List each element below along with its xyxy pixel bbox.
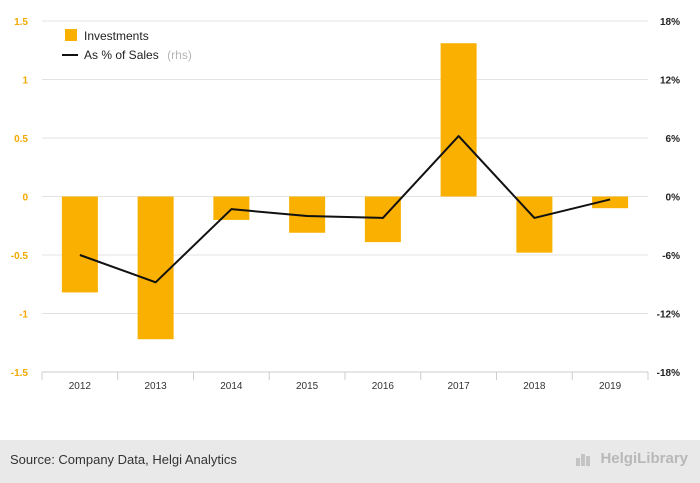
x-tick-label: 2013 [145,381,168,392]
x-tick-label: 2015 [296,381,319,392]
right-axis-ticks: 18% 12% 6% 0% -6% -12% -18% [657,17,680,379]
left-tick-label: 1 [22,76,28,87]
sales-percent-polyline [79,135,611,284]
x-tick-label: 2019 [599,381,622,392]
library-icon [576,452,594,466]
bar-2013 [137,196,174,340]
investment-bars [61,43,629,340]
x-tick-label: 2017 [448,381,471,392]
legend: Investments As % of Sales (rhs) [62,29,192,63]
x-tick-label: 2014 [220,381,243,392]
right-tick-label: -18% [657,368,680,379]
right-tick-label: -6% [662,251,680,262]
left-tick-label: 1.5 [14,17,28,28]
source-note: Source: Company Data, Helgi Analytics [10,452,237,467]
gridlines [42,20,648,373]
helgi-library-logo: HelgiLibrary [576,450,688,467]
left-tick-label: -1.5 [11,368,29,379]
x-tick-label: 2018 [523,381,546,392]
right-tick-label: 18% [660,17,680,28]
logo-text: HelgiLibrary [600,450,688,467]
right-tick-label: 12% [660,76,680,87]
right-tick-label: 0% [666,193,681,204]
left-tick-label: 0.5 [14,134,28,145]
bar-2019 [592,196,629,209]
left-tick-label: 0 [22,193,28,204]
left-axis-ticks: 1.5 1 0.5 0 -0.5 -1 -1.5 [11,17,29,379]
right-tick-label: 6% [666,134,681,145]
left-tick-label: -0.5 [11,251,29,262]
sales-percent-line [79,135,611,284]
left-tick-label: -1 [19,310,28,321]
chart: 1.5 1 0.5 0 -0.5 -1 -1.5 18% 12% 6% 0% -6% -12% -18%… [11,17,680,392]
legend-label-sales: As % of Sales (rhs) [84,46,192,63]
bar-2017 [440,43,477,197]
x-axis: 2012 2013 2014 2015 2016 2017 2018 2019 [41,371,649,392]
x-tick-label: 2012 [69,381,92,392]
footer: Source: Company Data, Helgi Analytics He… [0,440,700,483]
x-tick-label: 2016 [372,381,395,392]
right-tick-label: -12% [657,310,680,321]
legend-swatch-investments [65,29,77,41]
bar-2012 [61,196,98,293]
legend-label-investments: Investments [84,29,149,43]
